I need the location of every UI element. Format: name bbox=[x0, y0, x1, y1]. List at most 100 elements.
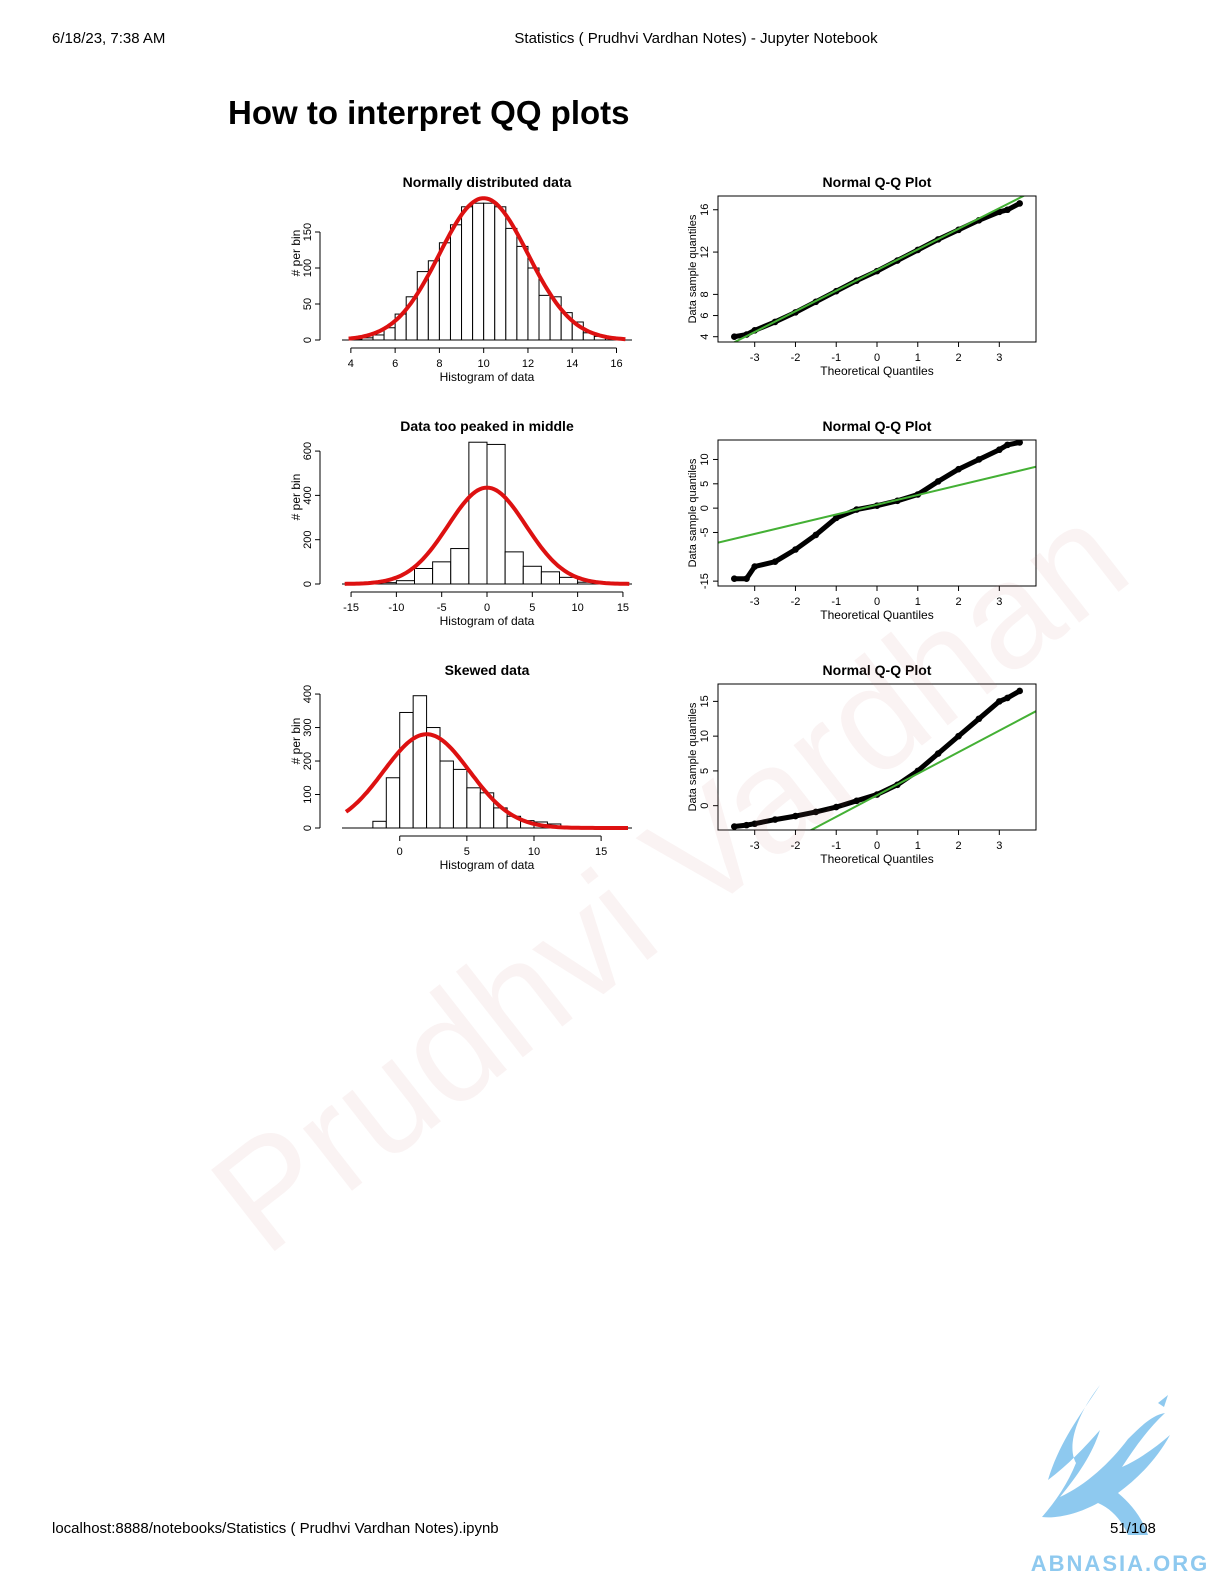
qq-point bbox=[771, 816, 779, 823]
skewed-histogram: Skewed data 0 5 10 15 Histogram of data 0 100 20… bbox=[289, 662, 632, 872]
y-axis-label: # per bin bbox=[289, 230, 303, 277]
x-tick-label: 2 bbox=[955, 840, 961, 852]
y-axis-label: # per bin bbox=[289, 474, 303, 521]
logo-text: ABNASIA.ORG bbox=[1031, 1551, 1209, 1575]
qq-point bbox=[743, 575, 750, 582]
qq-point bbox=[1004, 441, 1011, 449]
qq-point bbox=[996, 208, 1003, 216]
y-tick-label: 0 bbox=[302, 581, 314, 587]
histogram-bar bbox=[466, 787, 481, 829]
histogram-bar bbox=[540, 571, 560, 585]
x-tick-label: 8 bbox=[436, 358, 442, 370]
x-tick-label: 0 bbox=[397, 846, 403, 858]
x-axis-label: Theoretical Quantiles bbox=[820, 852, 933, 866]
x-tick-label: 6 bbox=[392, 358, 398, 370]
x-tick-label: 1 bbox=[915, 352, 921, 364]
histogram-bar bbox=[432, 561, 452, 585]
x-tick-label: -15 bbox=[343, 602, 359, 614]
histogram-bar bbox=[414, 567, 434, 585]
qq-point bbox=[832, 514, 840, 522]
y-tick-label: 15 bbox=[699, 695, 711, 707]
y-tick-label: 10 bbox=[699, 453, 711, 465]
y-tick-label: 400 bbox=[302, 486, 314, 504]
x-tick-label: 1 bbox=[915, 596, 921, 608]
x-axis-label: Histogram of data bbox=[440, 858, 535, 872]
qq-point bbox=[731, 333, 738, 341]
y-axis-label: # per bin bbox=[289, 718, 303, 765]
histogram-bar bbox=[505, 227, 518, 341]
chart-title: Normal Q-Q Plot bbox=[823, 662, 932, 678]
x-tick-label: 16 bbox=[610, 358, 622, 370]
x-tick-label: -3 bbox=[750, 840, 760, 852]
qq-point bbox=[934, 750, 942, 757]
histogram-bar bbox=[452, 768, 468, 829]
qq-point bbox=[832, 803, 840, 811]
qq-point bbox=[792, 812, 799, 820]
histogram-bar bbox=[372, 334, 385, 341]
x-tick-label: -3 bbox=[750, 596, 760, 608]
x-tick-label: -2 bbox=[791, 352, 801, 364]
y-tick-label: 100 bbox=[302, 259, 314, 277]
x-tick-label: 1 bbox=[915, 840, 921, 852]
histogram-bar bbox=[426, 727, 441, 829]
qq-point bbox=[1016, 440, 1023, 446]
qq-point bbox=[792, 546, 799, 553]
normal-histogram: Normally distributed data 4 6 8 10 12 14 16 Hist… bbox=[289, 174, 632, 384]
histogram-bar bbox=[399, 711, 414, 829]
chart-title: Normal Q-Q Plot bbox=[823, 174, 932, 190]
x-tick-label: 0 bbox=[874, 840, 880, 852]
x-axis-label: Histogram of data bbox=[440, 614, 535, 628]
density-curve bbox=[344, 485, 630, 586]
qq-point bbox=[1016, 200, 1023, 207]
y-tick-label: 0 bbox=[699, 505, 711, 511]
y-tick-label: 100 bbox=[302, 785, 314, 803]
qq-point bbox=[934, 478, 942, 485]
y-tick-label: 150 bbox=[302, 223, 314, 241]
x-tick-label: 5 bbox=[464, 846, 470, 858]
qq-point bbox=[812, 808, 820, 816]
griffin-logo-icon: ABNASIA.ORG bbox=[1031, 1385, 1209, 1575]
y-tick-label: 0 bbox=[302, 825, 314, 831]
x-tick-label: 14 bbox=[566, 358, 578, 370]
histogram-bar bbox=[516, 245, 529, 341]
histogram-bar bbox=[472, 202, 485, 341]
y-tick-label: -5 bbox=[699, 528, 711, 538]
chart-title: Normal Q-Q Plot bbox=[823, 418, 932, 434]
histogram-bar bbox=[412, 695, 428, 829]
y-tick-label: 8 bbox=[699, 291, 711, 297]
chart-title: Data too peaked in middle bbox=[400, 418, 574, 434]
x-tick-label: 3 bbox=[996, 596, 1002, 608]
histogram-bar bbox=[494, 206, 507, 341]
y-axis-label: Data sample quantiles bbox=[687, 458, 699, 567]
print-page-title: Statistics ( Prudhvi Vardhan Notes) - Ju… bbox=[514, 30, 878, 47]
x-axis-label: Histogram of data bbox=[440, 370, 535, 384]
qq-point bbox=[955, 732, 962, 740]
x-tick-label: 10 bbox=[478, 358, 490, 370]
histogram-bar bbox=[385, 777, 401, 829]
x-tick-label: 2 bbox=[955, 352, 961, 364]
y-tick-label: 400 bbox=[302, 685, 314, 703]
y-tick-label: 600 bbox=[302, 442, 314, 460]
qq-point bbox=[751, 563, 758, 570]
x-tick-label: 4 bbox=[348, 358, 354, 370]
plot-area bbox=[718, 440, 1036, 582]
histogram-bar bbox=[504, 551, 524, 585]
x-tick-label: 0 bbox=[874, 352, 880, 364]
qq-point bbox=[1016, 687, 1023, 695]
qq-point bbox=[975, 715, 983, 723]
histogram-bar bbox=[439, 760, 454, 829]
reference-line bbox=[732, 196, 1026, 342]
qq-point bbox=[853, 797, 860, 805]
x-tick-label: -10 bbox=[388, 602, 404, 614]
y-tick-label: 5 bbox=[699, 768, 711, 774]
reference-line bbox=[718, 465, 1036, 544]
y-tick-label: 50 bbox=[302, 298, 314, 310]
y-tick-label: 16 bbox=[699, 204, 711, 216]
y-tick-label: 300 bbox=[302, 718, 314, 736]
skewed-qq-plot: Normal Q-Q Plot -3 -2 -1 0 1 2 3 Theoretical Qua… bbox=[687, 662, 1037, 866]
x-tick-label: 15 bbox=[595, 846, 607, 858]
print-datetime: 6/18/23, 7:38 AM bbox=[52, 30, 166, 47]
qq-point bbox=[771, 558, 779, 565]
page-number: 51/108 bbox=[1110, 1520, 1156, 1537]
